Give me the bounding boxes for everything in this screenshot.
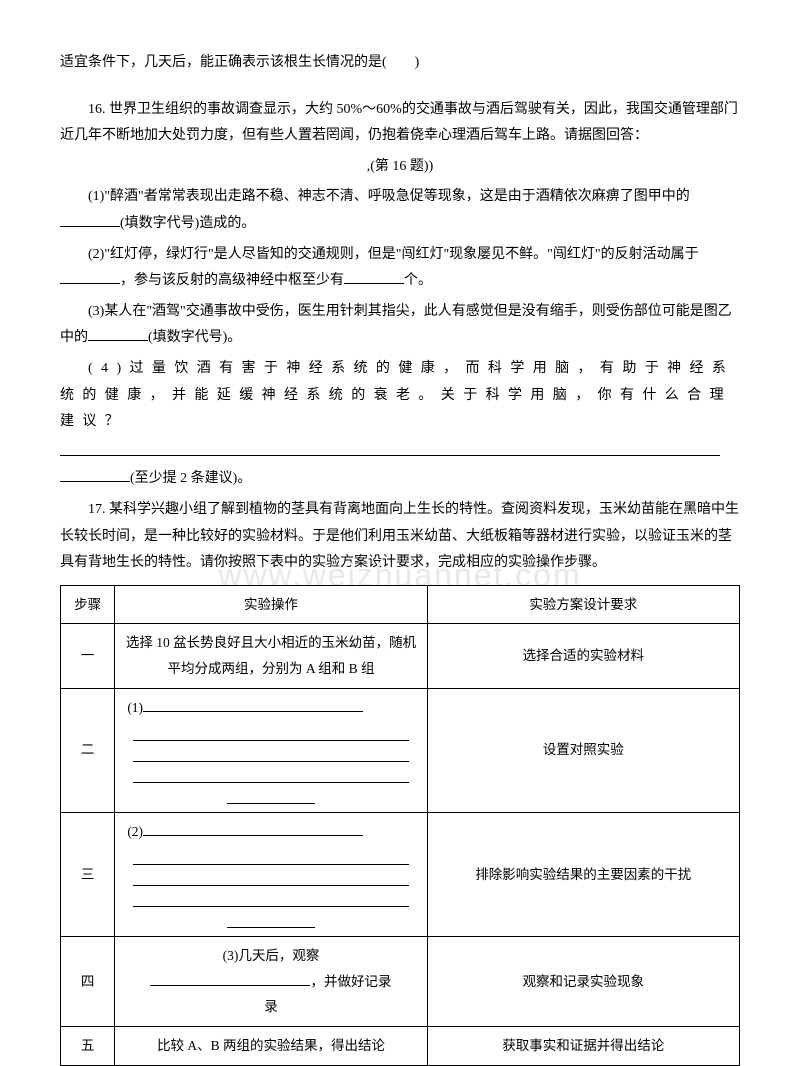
header-op: 实验操作 (115, 585, 427, 624)
step-cell: 四 (61, 937, 115, 1027)
q16-p2-text-b: ，参与该反射的高级神经中枢至少有 (120, 273, 344, 288)
req-cell: 排除影响实验结果的主要因素的干扰 (427, 812, 739, 936)
blank-field[interactable] (344, 270, 404, 284)
blank-line[interactable] (227, 909, 316, 928)
blank-line[interactable] (133, 764, 408, 783)
req-cell: 观察和记录实验现象 (427, 937, 739, 1027)
op-cell[interactable]: (3)几天后，观察 ，并做好记录 录 (115, 937, 427, 1027)
table-row: 一 选择 10 盆长势良好且大小相近的玉米幼苗，随机平均分成两组，分别为 A 组… (61, 624, 740, 688)
blank-field[interactable] (143, 822, 363, 836)
table-row: 四 (3)几天后，观察 ，并做好记录 录 观察和记录实验现象 (61, 937, 740, 1027)
step-cell: 五 (61, 1026, 115, 1065)
step-cell: 一 (61, 624, 115, 688)
blank-line[interactable] (133, 867, 408, 886)
blank-field[interactable] (60, 468, 130, 482)
table-row: 二 (1) 设置对照实验 (61, 688, 740, 812)
q16-p4-text-b: (至少提 2 条建议)。 (130, 471, 251, 486)
table-header-row: 步骤 实验操作 实验方案设计要求 (61, 585, 740, 624)
op-suffix: ，并做好记录 (310, 974, 391, 989)
blank-field[interactable] (60, 213, 120, 227)
q16-p1-text-b: (填数字代号)造成的。 (120, 216, 255, 231)
table-row: 三 (2) 排除影响实验结果的主要因素的干扰 (61, 812, 740, 936)
continuation-line: 适宜条件下，几天后，能正确表示该根生长情况的是( ) (60, 50, 740, 77)
experiment-table: 步骤 实验操作 实验方案设计要求 一 选择 10 盆长势良好且大小相近的玉米幼苗… (60, 585, 740, 1066)
q16-p2-text-a: (2)"红灯停，绿灯行"是人尽皆知的交通规则，但是"闯红灯"现象屡见不鲜。"闯红… (88, 247, 699, 262)
op-cell[interactable]: (2) (115, 812, 427, 936)
blank-line[interactable] (133, 743, 408, 762)
op-cell[interactable]: (1) (115, 688, 427, 812)
op-prefix: (3)几天后，观察 (223, 948, 320, 963)
blank-line[interactable] (133, 888, 408, 907)
q16-part3: (3)某人在"酒驾"交通事故中受伤，医生用针刺其指尖，此人有感觉但是没有缩手，则… (60, 299, 740, 352)
req-cell: 获取事实和证据并得出结论 (427, 1026, 739, 1065)
q16-p4-text-a: (4)过量饮酒有害于神经系统的健康，而科学用脑，有助于神经系统的健康，并能延缓神… (60, 361, 734, 429)
blank-line[interactable] (133, 846, 408, 865)
q17-intro: 17. 某科学兴趣小组了解到植物的茎具有背离地面向上生长的特性。查阅资料发现，玉… (60, 497, 740, 577)
q16-p1-text-a: (1)"醉酒"者常常表现出走路不稳、神志不清、呼吸急促等现象，这是由于酒精依次麻… (88, 189, 690, 204)
op-prefix: (2) (127, 824, 143, 839)
step-cell: 二 (61, 688, 115, 812)
blank-field[interactable] (60, 270, 120, 284)
op-cell: 比较 A、B 两组的实验结果，得出结论 (115, 1026, 427, 1065)
q16-p4-tail: (至少提 2 条建议)。 (60, 466, 740, 493)
q16-intro: 16. 世界卫生组织的事故调查显示，大约 50%～60%的交通事故与酒后驾驶有关… (60, 97, 740, 150)
blank-line[interactable] (227, 785, 316, 804)
blank-field[interactable] (150, 972, 310, 986)
header-req: 实验方案设计要求 (427, 585, 739, 624)
q16-part2: (2)"红灯停，绿灯行"是人尽皆知的交通规则，但是"闯红灯"现象屡见不鲜。"闯红… (60, 242, 740, 295)
req-cell: 设置对照实验 (427, 688, 739, 812)
q16-p2-text-c: 个。 (404, 273, 432, 288)
blank-field[interactable] (88, 327, 148, 341)
op-cell: 选择 10 盆长势良好且大小相近的玉米幼苗，随机平均分成两组，分别为 A 组和 … (115, 624, 427, 688)
op-prefix: (1) (127, 700, 143, 715)
header-step: 步骤 (61, 585, 115, 624)
q16-part4: (4)过量饮酒有害于神经系统的健康，而科学用脑，有助于神经系统的健康，并能延缓神… (60, 356, 740, 436)
q16-part1: (1)"醉酒"者常常表现出走路不稳、神志不清、呼吸急促等现象，这是由于酒精依次麻… (60, 184, 740, 237)
blank-field[interactable] (143, 698, 363, 712)
step-cell: 三 (61, 812, 115, 936)
blank-line-long[interactable] (60, 440, 740, 467)
table-row: 五 比较 A、B 两组的实验结果，得出结论 获取事实和证据并得出结论 (61, 1026, 740, 1065)
blank-line[interactable] (133, 722, 408, 741)
q16-figure-label: ,(第 16 题)) (60, 154, 740, 181)
q16-p3-text-b: (填数字代号)。 (148, 330, 241, 345)
req-cell: 选择合适的实验材料 (427, 624, 739, 688)
